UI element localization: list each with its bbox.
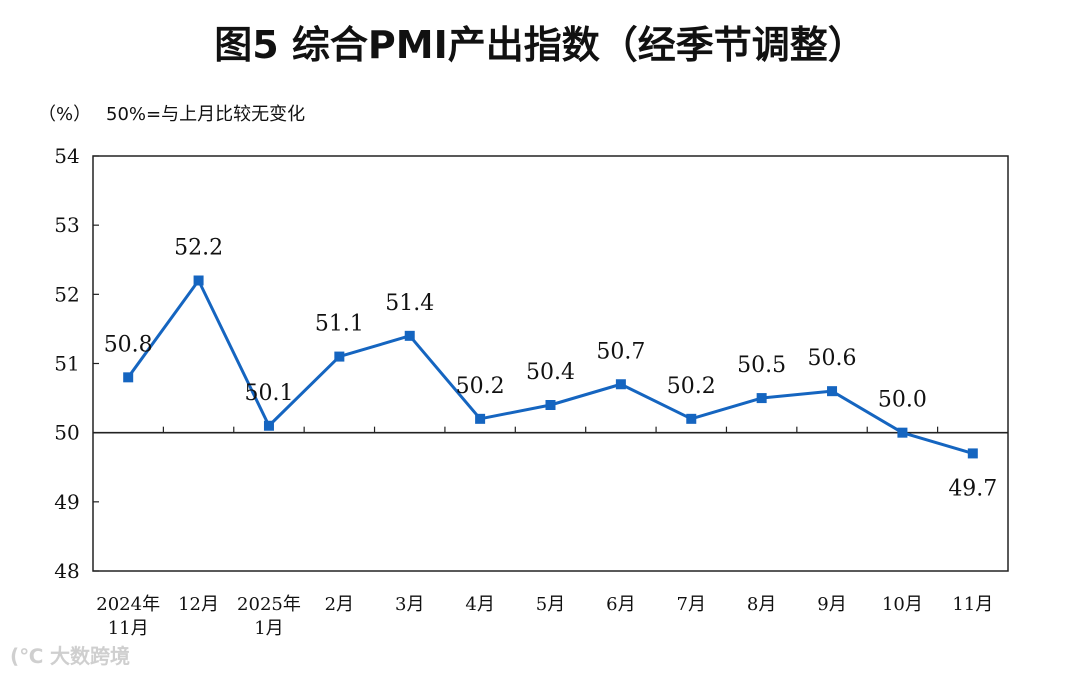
x-axis: 2024年 11月 12月 2025年 1月 2月 3月 4月 5月 6月 7月 8月 9月 10月 11月 bbox=[96, 426, 993, 639]
x-tick-label: 4月 bbox=[465, 594, 494, 615]
x-tick-label: 8月 bbox=[747, 594, 776, 615]
watermark-text: 大数跨境 bbox=[50, 644, 130, 668]
x-tick-label: 2025年 bbox=[237, 594, 301, 615]
reference-note: 50%=与上月比较无变化 bbox=[106, 104, 305, 125]
data-point bbox=[123, 372, 134, 383]
watermark: (℃ 大数跨境 bbox=[10, 644, 130, 668]
data-label: 50.2 bbox=[456, 374, 505, 399]
x-tick-label: 2024年 bbox=[96, 594, 160, 615]
chart-title: 图5 综合PMI产出指数（经季节调整） bbox=[214, 23, 865, 67]
data-point bbox=[193, 275, 204, 286]
data-point bbox=[545, 400, 556, 410]
x-tick-label: 11月 bbox=[108, 618, 149, 639]
data-label: 50.8 bbox=[104, 332, 153, 357]
data-label: 50.2 bbox=[667, 374, 716, 399]
data-label: 50.5 bbox=[737, 353, 786, 378]
points-group bbox=[123, 275, 978, 459]
x-tick-label: 6月 bbox=[606, 594, 635, 615]
x-tick-label: 9月 bbox=[817, 594, 846, 615]
data-label: 50.7 bbox=[596, 339, 645, 364]
data-labels-group: 50.8 52.2 50.1 51.1 51.4 50.2 50.4 50.7 50.2 50.5… bbox=[104, 236, 998, 502]
data-point bbox=[967, 448, 978, 459]
watermark-logo-icon: (℃ bbox=[10, 644, 43, 668]
y-axis: 48 49 50 51 52 53 54 bbox=[54, 144, 99, 583]
data-point bbox=[475, 413, 486, 424]
data-point bbox=[404, 330, 415, 341]
y-tick-label: 48 bbox=[54, 559, 79, 583]
x-tick-label: 1月 bbox=[254, 618, 283, 639]
data-label: 50.6 bbox=[808, 346, 857, 371]
data-point bbox=[263, 420, 274, 431]
data-point bbox=[334, 351, 345, 362]
x-tick-label: 12月 bbox=[178, 594, 219, 615]
data-label: 51.1 bbox=[315, 312, 364, 337]
data-label: 50.4 bbox=[526, 360, 575, 385]
x-tick-label: 5月 bbox=[536, 594, 565, 615]
y-tick-label: 53 bbox=[54, 213, 79, 237]
data-label: 52.2 bbox=[174, 236, 223, 261]
x-tick-label: 7月 bbox=[677, 594, 706, 615]
x-tick-label: 3月 bbox=[395, 594, 424, 615]
x-tick-label: 11月 bbox=[952, 594, 993, 615]
data-point bbox=[897, 427, 908, 438]
y-tick-label: 54 bbox=[54, 144, 79, 168]
x-tick-label: 10月 bbox=[882, 594, 923, 615]
data-point bbox=[756, 393, 767, 404]
y-tick-label: 50 bbox=[54, 421, 79, 445]
y-tick-label: 49 bbox=[54, 490, 79, 514]
data-label: 50.0 bbox=[878, 388, 927, 413]
data-label: 50.1 bbox=[244, 381, 293, 406]
data-point bbox=[827, 386, 838, 397]
data-label: 49.7 bbox=[948, 476, 997, 501]
data-label: 51.4 bbox=[385, 291, 434, 316]
y-tick-label: 51 bbox=[54, 352, 79, 376]
x-tick-label: 2月 bbox=[325, 594, 354, 615]
y-axis-unit: （%） bbox=[38, 104, 91, 125]
data-point bbox=[686, 413, 697, 424]
y-tick-label: 52 bbox=[54, 282, 79, 306]
data-point bbox=[615, 379, 626, 390]
